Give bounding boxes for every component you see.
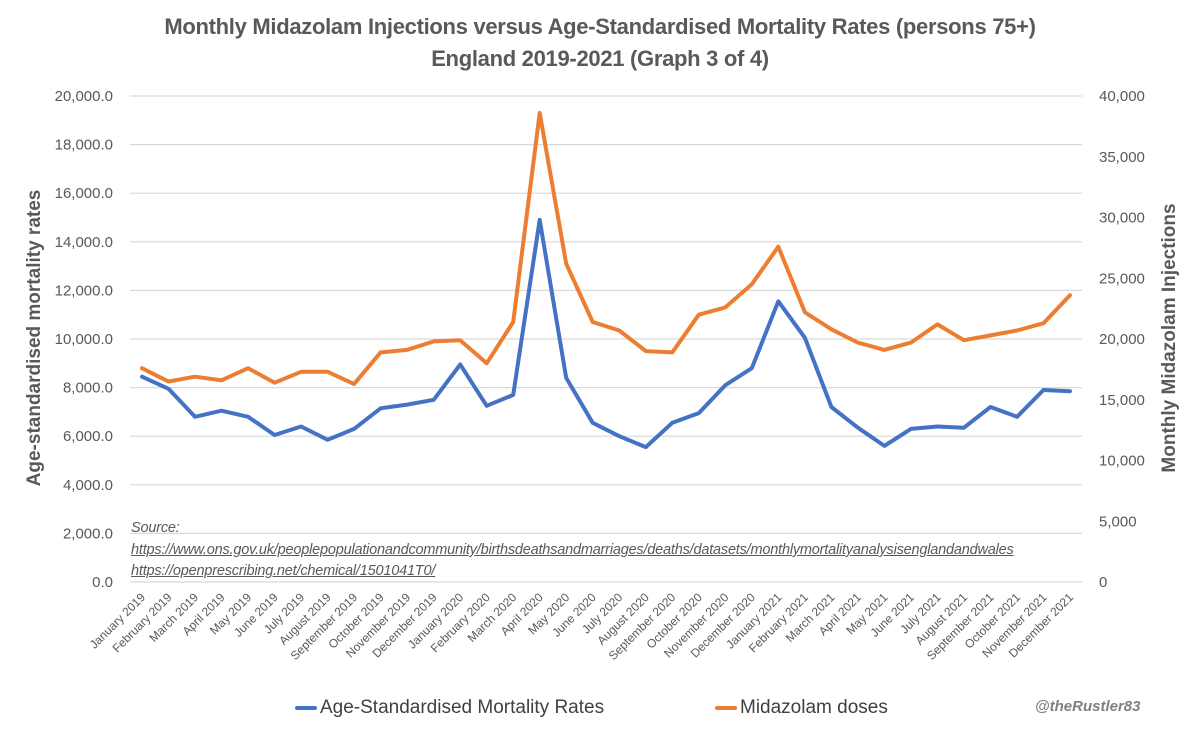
chart-title-line2: England 2019-2021 (Graph 3 of 4) (431, 46, 769, 71)
left-tick-label: 12,000.0 (55, 282, 113, 299)
left-tick-label: 10,000.0 (55, 331, 113, 348)
right-tick-label: 0 (1099, 574, 1107, 591)
left-tick-label: 14,000.0 (55, 234, 113, 251)
source-link-ons[interactable]: https://www.ons.gov.uk/peoplepopulationa… (131, 542, 1014, 558)
right-tick-label: 25,000 (1099, 270, 1145, 287)
right-tick-label: 30,000 (1099, 210, 1145, 227)
left-tick-label: 8,000.0 (63, 380, 113, 397)
left-tick-label: 6,000.0 (63, 428, 113, 445)
right-tick-label: 10,000 (1099, 453, 1145, 470)
gridlines (130, 95, 1082, 583)
author-credit: @theRustler83 (1035, 698, 1141, 715)
legend-swatch-doses (715, 706, 737, 710)
right-tick-label: 5,000 (1099, 513, 1137, 530)
series-group (140, 111, 1072, 450)
legend-item-doses: Midazolam doses (715, 697, 888, 719)
legend-item-mortality: Age-Standardised Mortality Rates (295, 697, 604, 719)
legend-label-doses: Midazolam doses (740, 697, 888, 718)
right-axis-title: Monthly Midazolam Injections (1159, 203, 1180, 472)
chart-title-line1: Monthly Midazolam Injections versus Age-… (164, 14, 1036, 39)
right-tick-label: 35,000 (1099, 149, 1145, 166)
left-tick-label: 2,000.0 (63, 525, 113, 542)
series-line-mortality (140, 217, 1072, 450)
legend-swatch-mortality (295, 706, 317, 710)
source-link-openprescribing[interactable]: https://openprescribing.net/chemical/150… (131, 563, 436, 579)
series-line-doses (140, 111, 1072, 386)
left-tick-label: 18,000.0 (55, 137, 113, 154)
left-axis-title: Age-standardised mortality rates (24, 190, 45, 487)
right-axis-ticks: 0 5,000 10,000 15,000 20,000 25,000 30,000 35,0… (1099, 88, 1145, 591)
source-label: Source: (131, 520, 180, 536)
left-tick-label: 4,000.0 (63, 477, 113, 494)
left-tick-label: 16,000.0 (55, 185, 113, 202)
right-tick-label: 20,000 (1099, 331, 1145, 348)
legend-label-mortality: Age-Standardised Mortality Rates (320, 697, 605, 718)
left-tick-label: 20,000.0 (55, 88, 113, 105)
right-tick-label: 40,000 (1099, 88, 1145, 105)
left-tick-label: 0.0 (92, 574, 113, 591)
left-axis-ticks: 0.0 2,000.0 4,000.0 6,000.0 8,000.0 10,000.0 1… (55, 88, 113, 591)
right-tick-label: 15,000 (1099, 392, 1145, 409)
